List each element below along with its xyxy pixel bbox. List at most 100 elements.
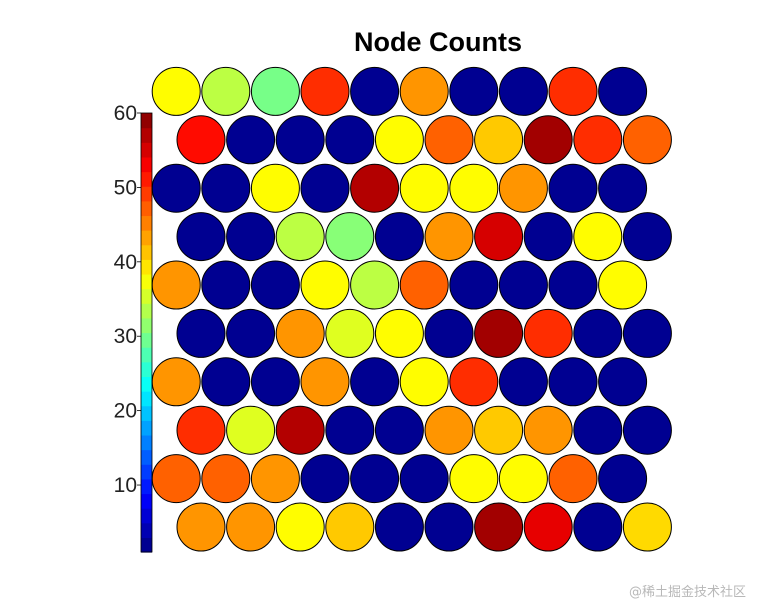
colorbar-segment bbox=[141, 113, 152, 129]
node-cell bbox=[573, 502, 623, 552]
node-cell bbox=[573, 405, 623, 455]
node-grid bbox=[151, 66, 672, 552]
colorbar-segment bbox=[141, 156, 152, 173]
node-cell bbox=[151, 357, 201, 407]
node-cell bbox=[474, 502, 524, 552]
colorbar-segment bbox=[141, 244, 152, 260]
node-cell bbox=[548, 66, 598, 116]
node-cell bbox=[300, 163, 350, 213]
node-cell bbox=[622, 502, 672, 552]
node-cell bbox=[374, 115, 424, 165]
node-cell bbox=[622, 405, 672, 455]
node-cell bbox=[176, 405, 226, 455]
node-cell bbox=[474, 308, 524, 358]
node-cell bbox=[350, 163, 400, 213]
colorbar-tick-label: 30 bbox=[114, 325, 137, 348]
node-cell bbox=[226, 308, 276, 358]
node-cell bbox=[374, 212, 424, 262]
node-cell bbox=[424, 502, 474, 552]
node-cell bbox=[325, 212, 375, 262]
colorbar-tick-label: 50 bbox=[114, 176, 137, 199]
node-cell bbox=[226, 115, 276, 165]
colorbar-segment bbox=[141, 142, 152, 158]
node-cell bbox=[226, 502, 276, 552]
node-cell bbox=[474, 115, 524, 165]
node-cell bbox=[523, 212, 573, 262]
node-cell bbox=[226, 212, 276, 262]
node-cell bbox=[424, 212, 474, 262]
node-cell bbox=[598, 357, 648, 407]
node-cell bbox=[449, 357, 499, 407]
colorbar-segment bbox=[141, 215, 152, 231]
colorbar-tick-label: 10 bbox=[114, 474, 137, 497]
node-cell bbox=[275, 308, 325, 358]
node-cell bbox=[399, 260, 449, 310]
node-cell bbox=[523, 308, 573, 358]
node-cell bbox=[201, 357, 251, 407]
node-cell bbox=[449, 66, 499, 116]
node-cell bbox=[350, 260, 400, 310]
node-cell bbox=[176, 212, 226, 262]
node-cell bbox=[523, 115, 573, 165]
node-cell bbox=[598, 260, 648, 310]
node-cell bbox=[201, 163, 251, 213]
node-cell bbox=[622, 308, 672, 358]
node-cell bbox=[201, 454, 251, 504]
node-cell bbox=[474, 405, 524, 455]
node-cell bbox=[498, 454, 548, 504]
node-cell bbox=[399, 163, 449, 213]
colorbar-tick-label: 20 bbox=[114, 400, 137, 423]
colorbar-segment bbox=[141, 449, 152, 465]
node-cell bbox=[548, 260, 598, 310]
node-cell bbox=[350, 454, 400, 504]
node-cell bbox=[498, 357, 548, 407]
colorbar-segment bbox=[141, 508, 152, 524]
colorbar-segment bbox=[141, 347, 152, 363]
node-cell bbox=[374, 308, 424, 358]
node-cell bbox=[523, 502, 573, 552]
colorbar-segment bbox=[141, 361, 152, 377]
node-cell bbox=[325, 502, 375, 552]
colorbar-segment bbox=[141, 332, 152, 348]
colorbar-segment bbox=[141, 230, 152, 246]
node-cell bbox=[622, 212, 672, 262]
colorbar-segment bbox=[141, 186, 152, 202]
colorbar-segment bbox=[141, 420, 152, 436]
colorbar-segment bbox=[141, 127, 152, 143]
node-cell bbox=[151, 260, 201, 310]
node-cell bbox=[399, 454, 449, 504]
node-cell bbox=[498, 163, 548, 213]
node-cell bbox=[449, 163, 499, 213]
colorbar-segment bbox=[141, 273, 152, 290]
node-cell bbox=[523, 405, 573, 455]
node-cell bbox=[151, 66, 201, 116]
node-cell bbox=[350, 66, 400, 116]
node-cell bbox=[449, 260, 499, 310]
node-cell bbox=[325, 308, 375, 358]
node-cell bbox=[598, 163, 648, 213]
colorbar-segment bbox=[141, 171, 152, 187]
colorbar-segment bbox=[141, 303, 152, 319]
node-cell bbox=[250, 163, 300, 213]
node-cell bbox=[300, 66, 350, 116]
colorbar-tick-label: 40 bbox=[114, 251, 137, 274]
node-cell bbox=[250, 260, 300, 310]
node-cell bbox=[275, 115, 325, 165]
colorbar-segment bbox=[141, 478, 152, 495]
node-cell bbox=[598, 454, 648, 504]
node-cell bbox=[498, 260, 548, 310]
colorbar-segment bbox=[141, 434, 152, 451]
node-cell bbox=[449, 454, 499, 504]
node-cell bbox=[548, 454, 598, 504]
colorbar-frame bbox=[140, 112, 153, 553]
colorbar-segment bbox=[141, 405, 152, 421]
node-cell bbox=[176, 308, 226, 358]
node-cell bbox=[424, 405, 474, 455]
node-cell bbox=[622, 115, 672, 165]
colorbar-tick-label: 60 bbox=[114, 102, 137, 125]
node-cell bbox=[250, 357, 300, 407]
colorbar-segment bbox=[141, 317, 152, 334]
node-cell bbox=[598, 66, 648, 116]
node-cell bbox=[325, 115, 375, 165]
